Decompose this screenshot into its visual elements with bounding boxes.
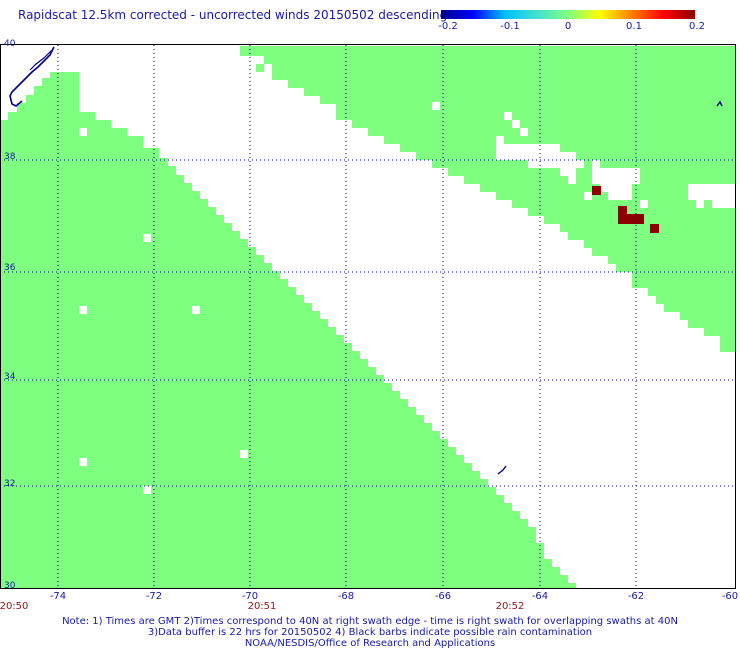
lat-label: 30 (4, 581, 16, 591)
note-line-3: NOAA/NESDIS/Office of Research and Appli… (244, 638, 496, 649)
map-title: Rapidscat 12.5km corrected - uncorrected… (18, 8, 448, 22)
graticule (0, 45, 736, 588)
time-label: 20:51 (247, 601, 277, 612)
swath-east (240, 46, 736, 352)
lon-label: -60 (721, 591, 739, 602)
map-frame (0, 44, 736, 589)
lon-label: -70 (241, 591, 259, 602)
colorbar-gradient (441, 10, 695, 19)
lat-label: 32 (4, 479, 16, 489)
lon-label: -64 (531, 591, 549, 602)
note-line-2: 3)Data buffer is 22 hrs for 20150502 4) … (147, 627, 593, 638)
lon-label: -62 (627, 591, 645, 602)
lon-label: -66 (434, 591, 452, 602)
colorbar (441, 10, 695, 19)
colorbar-tick: -0.1 (500, 21, 520, 32)
lat-label: 40 (4, 39, 16, 49)
colorbar-tick: 0.1 (626, 21, 642, 32)
lon-label: -72 (145, 591, 163, 602)
time-label: 20:50 (0, 601, 29, 612)
lon-label: -68 (337, 591, 355, 602)
lat-label: 38 (4, 152, 16, 162)
coastline (9, 46, 723, 475)
time-label: 20:52 (495, 601, 525, 612)
note-line-1: Note: 1) Times are GMT 2)Times correspon… (62, 616, 678, 627)
colorbar-tick: -0.2 (438, 21, 458, 32)
lat-label: 36 (4, 263, 16, 273)
rain-contaminated-cells (592, 186, 659, 233)
lon-label: -74 (49, 591, 67, 602)
swath-west (0, 72, 576, 588)
lat-label: 34 (4, 372, 16, 382)
wind-difference-map (0, 44, 736, 589)
colorbar-tick: 0 (564, 21, 572, 32)
colorbar-tick: 0.2 (689, 21, 705, 32)
